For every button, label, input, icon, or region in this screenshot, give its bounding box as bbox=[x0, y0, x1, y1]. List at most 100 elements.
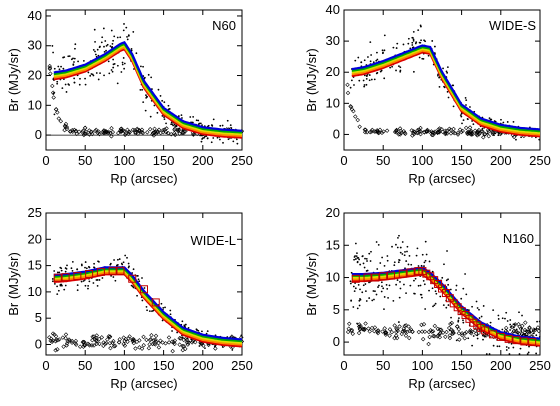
background-point bbox=[184, 340, 190, 345]
background-point bbox=[125, 127, 130, 133]
model-curve bbox=[351, 44, 541, 131]
background-point bbox=[170, 348, 175, 354]
data-point bbox=[93, 266, 95, 269]
background-point bbox=[469, 132, 474, 137]
data-point bbox=[497, 314, 500, 317]
background-point bbox=[350, 331, 356, 336]
data-point bbox=[62, 67, 65, 70]
background-point bbox=[447, 335, 453, 341]
y-axis-title: Br (MJy/sr) bbox=[6, 48, 21, 112]
data-point bbox=[109, 263, 112, 266]
background-point bbox=[348, 104, 353, 109]
background-point bbox=[424, 129, 429, 134]
data-point bbox=[386, 255, 389, 257]
background-point bbox=[140, 130, 146, 136]
data-point bbox=[383, 296, 386, 298]
background-point bbox=[53, 338, 58, 344]
background-point bbox=[490, 131, 496, 136]
data-point bbox=[211, 125, 214, 127]
background-point bbox=[152, 126, 157, 132]
data-point bbox=[180, 114, 183, 117]
background-point bbox=[396, 132, 401, 137]
data-point bbox=[138, 280, 141, 283]
background-point bbox=[87, 128, 92, 133]
data-point bbox=[465, 104, 467, 106]
data-point bbox=[510, 342, 513, 345]
data-point bbox=[371, 299, 374, 302]
data-point bbox=[350, 79, 353, 82]
data-point bbox=[206, 137, 209, 140]
data-point bbox=[236, 142, 239, 145]
data-point bbox=[381, 256, 384, 259]
data-point bbox=[51, 280, 54, 283]
data-point bbox=[63, 288, 66, 291]
data-point bbox=[113, 35, 116, 38]
data-point bbox=[122, 261, 125, 264]
background-point bbox=[370, 127, 375, 133]
model-curve bbox=[351, 46, 541, 133]
background-point bbox=[110, 129, 116, 135]
data-point bbox=[428, 260, 431, 263]
background-point bbox=[409, 128, 414, 133]
background-point bbox=[182, 128, 187, 134]
data-point bbox=[82, 60, 85, 62]
data-point bbox=[375, 59, 378, 62]
data-point bbox=[74, 43, 77, 46]
background-point bbox=[464, 329, 469, 335]
data-point bbox=[399, 287, 402, 290]
background-point bbox=[101, 130, 106, 136]
data-point bbox=[476, 337, 479, 340]
x-tick-label: 200 bbox=[490, 153, 512, 168]
profile-box bbox=[53, 273, 62, 282]
data-point bbox=[445, 70, 448, 73]
data-point bbox=[164, 306, 166, 309]
profile-box bbox=[496, 332, 505, 341]
profile-box bbox=[363, 273, 372, 282]
data-point bbox=[132, 31, 135, 33]
profile-box bbox=[512, 336, 521, 345]
x-axis-title: Rp (arcsec) bbox=[110, 171, 177, 186]
background-point bbox=[101, 340, 106, 345]
data-point bbox=[366, 260, 368, 262]
background-point bbox=[172, 132, 178, 138]
y-tick-label: 0 bbox=[35, 336, 42, 351]
background-point bbox=[522, 327, 528, 333]
data-point bbox=[116, 258, 119, 261]
data-point bbox=[489, 321, 492, 324]
background-point bbox=[47, 63, 52, 69]
data-point bbox=[358, 79, 361, 82]
background-point bbox=[50, 83, 55, 89]
data-point bbox=[387, 296, 389, 299]
background-point bbox=[168, 132, 174, 137]
data-point bbox=[353, 256, 356, 258]
data-point bbox=[368, 297, 371, 299]
profile-box bbox=[128, 274, 137, 283]
background-point bbox=[92, 128, 98, 134]
background-point bbox=[158, 338, 163, 343]
background-point bbox=[191, 132, 196, 137]
background-point bbox=[366, 326, 371, 331]
background-point bbox=[459, 333, 465, 338]
data-point bbox=[92, 48, 95, 51]
profile-box bbox=[108, 266, 117, 275]
data-point bbox=[365, 75, 368, 77]
background-point bbox=[155, 130, 160, 135]
data-point bbox=[423, 283, 426, 286]
profile-box bbox=[488, 330, 497, 339]
background-point bbox=[141, 343, 146, 348]
background-point bbox=[525, 329, 530, 335]
data-point bbox=[391, 245, 393, 248]
background-point bbox=[61, 344, 66, 349]
data-point bbox=[475, 300, 478, 303]
data-point bbox=[457, 319, 460, 322]
data-point bbox=[379, 262, 382, 264]
data-point bbox=[157, 88, 160, 91]
data-point bbox=[56, 271, 59, 274]
data-point bbox=[399, 246, 402, 249]
profile-box bbox=[85, 270, 94, 279]
background-point bbox=[511, 134, 517, 140]
data-point bbox=[128, 265, 130, 268]
data-point bbox=[396, 42, 399, 45]
data-point bbox=[435, 292, 438, 295]
data-point bbox=[427, 54, 430, 57]
